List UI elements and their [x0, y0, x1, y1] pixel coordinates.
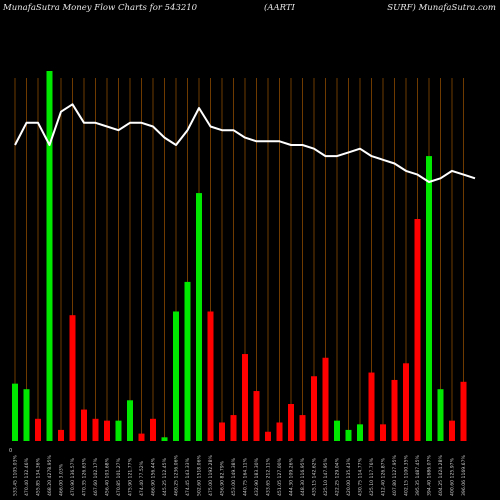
- x-tick-label: 440.75 164.11%: [243, 457, 249, 496]
- x-tick-label: 425.10 117.76%: [369, 457, 375, 496]
- x-tick-label: 467.60 102.17%: [93, 457, 99, 496]
- x-tick-labels: 533.45 1105.03% 470.40 132.46% 455.85 134.…: [13, 454, 468, 496]
- money-flow-bar: [253, 391, 260, 441]
- money-flow-bar: [426, 156, 432, 441]
- x-tick-label: 468.20 4278.95%: [47, 454, 53, 496]
- money-flow-bar: [311, 376, 317, 441]
- x-tick-label: 400.60 125.97%: [450, 457, 456, 496]
- x-tick-label: 466.90 156.44%: [151, 457, 157, 496]
- money-flow-bar: [242, 354, 248, 441]
- chart-title-middle: (AARTI: [264, 3, 295, 13]
- x-tick-label: 474.40 77.52%: [139, 460, 145, 496]
- x-tick-label: 444.30 109.26%: [289, 457, 295, 496]
- x-tick-label: 470.40 132.46%: [24, 457, 30, 496]
- x-tick-label: 470.85 101.27%: [116, 457, 122, 496]
- money-flow-bar: [161, 437, 168, 441]
- money-flow-bar: [81, 409, 87, 441]
- x-tick-label: 470.35 126.63%: [82, 457, 88, 496]
- money-flow-bar: [12, 383, 18, 441]
- money-flow-bar: [403, 363, 409, 441]
- x-tick-label: 456.90 82.79%: [220, 460, 226, 496]
- x-tick-label: 430.75 114.77%: [358, 457, 364, 496]
- money-flow-bar: [380, 424, 386, 441]
- x-tick-label: 394.40 1686.07%: [427, 454, 433, 496]
- x-tick-label: 395.35 1487.45%: [415, 454, 421, 496]
- money-flow-bar: [138, 433, 145, 441]
- x-tick-label: 445.25 112.45%: [162, 457, 168, 496]
- money-flow-bar: [299, 415, 306, 441]
- money-flow-bar: [276, 422, 283, 441]
- money-flow-bar: [449, 420, 455, 441]
- money-flow-bar: [35, 418, 41, 441]
- x-tick-label: 474.45 143.33%: [185, 457, 191, 496]
- x-tick-label: 402.15 1100.35%: [404, 454, 410, 496]
- money-flow-bar: [127, 400, 133, 441]
- x-tick-label: 435.15 142.62%: [312, 457, 318, 496]
- x-tick-label: 448.30 116.95%: [300, 457, 306, 496]
- money-flow-bar: [334, 420, 340, 441]
- money-flow-bar: [437, 389, 444, 441]
- x-tick-label: 502.60 1518.06%: [197, 454, 203, 496]
- money-flow-bar: [92, 418, 99, 441]
- money-flow-bar: [414, 219, 421, 441]
- money-flow-bar: [368, 372, 375, 441]
- x-tick-label: 456.40 103.68%: [105, 457, 111, 496]
- money-flow-bar: [391, 379, 398, 441]
- money-flow-bar: [173, 311, 179, 441]
- money-flow-bar: [23, 389, 30, 441]
- x-tick-label: 460.25 1236.06%: [174, 454, 180, 496]
- x-tick-label: 466.00 3.03%: [59, 463, 65, 496]
- money-flow-bar: [230, 415, 237, 441]
- price-line-layer: [14, 103, 476, 183]
- x-tick-label: 422.25 129.04%: [335, 457, 341, 496]
- bar-series: [12, 71, 467, 441]
- money-flow-bar: [46, 71, 53, 441]
- chart-title: MunafaSutra Money Flow Charts for 543210: [3, 3, 198, 13]
- x-tick-label: 533.45 1105.03%: [13, 454, 19, 496]
- x-tick-label: 475.00 1192.28%: [208, 454, 214, 496]
- x-tick-label: 420.00 135.43%: [346, 457, 352, 496]
- x-tick-label: 412.40 126.87%: [381, 457, 387, 496]
- money-flow-bar: [150, 418, 156, 441]
- money-flow-bar: [357, 424, 363, 441]
- money-flow-bar: [115, 420, 122, 441]
- x-tick-label: 432.90 183.30%: [254, 457, 260, 496]
- x-tick-label: 470.90 136.57%: [70, 457, 76, 496]
- money-flow-bar: [322, 357, 329, 441]
- x-tick-label: 475.90 121.77%: [128, 457, 134, 496]
- money-flow-bar: [207, 311, 214, 441]
- x-tick-label: 404.25 1424.28%: [438, 454, 444, 496]
- x-tick-label: 425.10 147.95%: [323, 457, 329, 496]
- x-tick-label: 453.00 149.38%: [231, 457, 237, 496]
- money-flow-bar: [196, 193, 202, 441]
- chart-title-right: SURF) MunafaSutra.com: [387, 3, 496, 13]
- money-flow-bar: [265, 431, 271, 441]
- x-tick-label: 451.05 127.00%: [277, 457, 283, 496]
- money-flow-bar: [104, 420, 110, 441]
- money-flow-bar: [219, 422, 225, 441]
- x-tick-label: 455.85 134.36%: [36, 457, 42, 496]
- zero-tick-label: 0: [9, 448, 12, 454]
- money-flow-bar: [345, 429, 352, 441]
- x-tick-label: 407.80 1127.95%: [392, 454, 398, 496]
- price-line: [14, 103, 476, 183]
- x-tick-label: 396.06 1169.67%: [461, 454, 467, 496]
- money-flow-bar: [184, 281, 191, 441]
- money-flow-bar: [288, 404, 294, 441]
- money-flow-bar: [69, 315, 76, 441]
- money-flow-bar: [58, 429, 64, 441]
- x-tick-label: 433.65 212.11%: [266, 457, 272, 496]
- money-flow-bar: [460, 381, 467, 441]
